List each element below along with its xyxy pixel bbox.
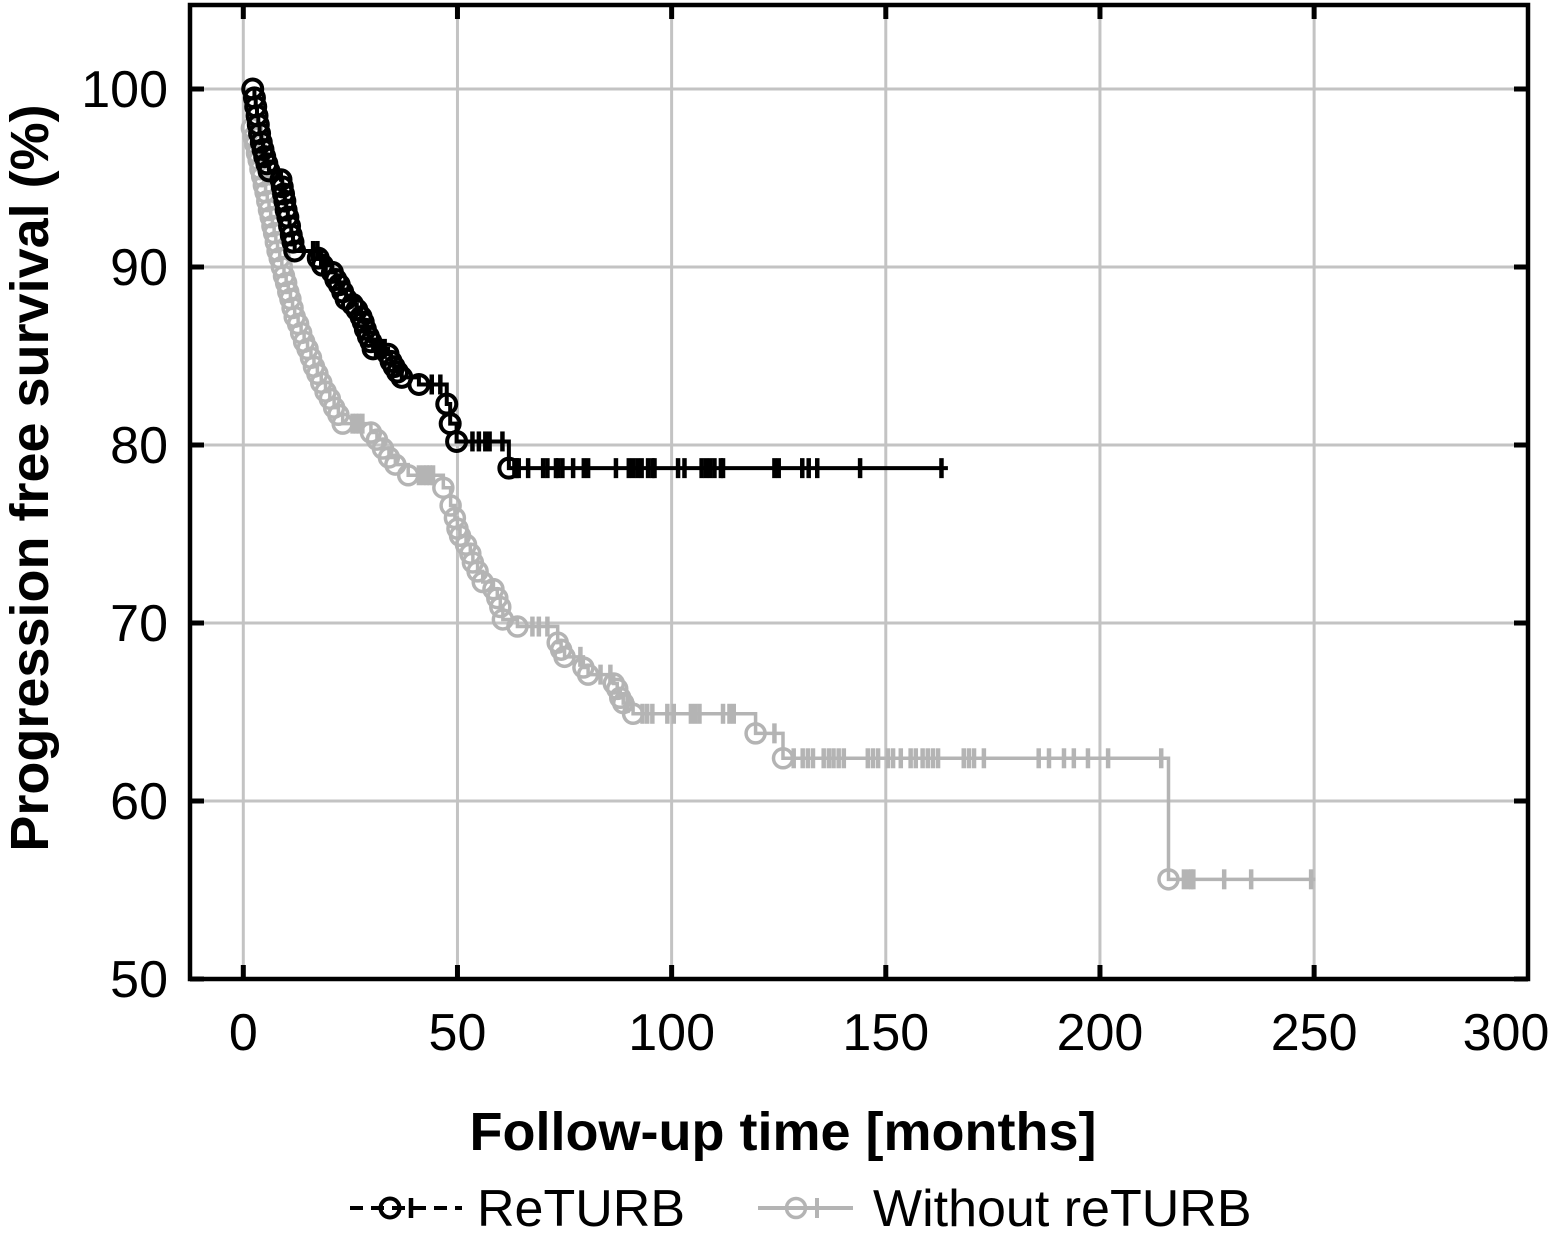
x-tick-label: 50 [429, 1004, 487, 1062]
event-marker [1157, 868, 1180, 891]
legend: ReTURB Without reTURB [350, 1180, 1252, 1235]
legend-label-returb: ReTURB [477, 1180, 685, 1230]
y-tick-label: 90 [110, 239, 168, 297]
series-returb [241, 77, 948, 480]
legend-circle-marker [378, 1196, 402, 1220]
legend-label-without-returb: Without reTURB [873, 1180, 1252, 1230]
event-marker [331, 412, 354, 435]
event-marker [553, 645, 576, 669]
x-tick-label: 200 [1057, 1004, 1144, 1062]
axis-ticks [190, 5, 1528, 982]
legend-sample-returb [350, 1196, 462, 1220]
y-tick-label: 100 [81, 61, 168, 119]
km-step-line [252, 87, 948, 471]
event-marker [385, 360, 409, 384]
event-marker [377, 446, 401, 469]
y-axis-tick-labels: 50 60 70 80 90 100 [81, 61, 168, 1009]
event-marker [489, 595, 512, 619]
event-marker [439, 494, 462, 517]
event-marker [248, 122, 272, 145]
event-marker [576, 663, 600, 686]
event-marker [396, 464, 420, 487]
legend-circle-marker [784, 1196, 808, 1220]
y-tick-label: 70 [110, 595, 168, 653]
event-marker [445, 429, 469, 453]
event-marker [278, 214, 302, 238]
event-marker [744, 722, 767, 745]
x-tick-label: 300 [1463, 1004, 1550, 1062]
x-axis-tick-labels: 0 50 100 150 200 250 300 [229, 1004, 1550, 1062]
event-marker [466, 560, 489, 583]
event-marker [497, 456, 521, 480]
x-tick-label: 100 [628, 1004, 715, 1062]
x-tick-label: 0 [229, 1004, 258, 1062]
event-marker [283, 239, 307, 263]
gridlines [190, 5, 1528, 979]
legend-sample-without-returb [758, 1196, 853, 1220]
plot-border [187, 2, 1531, 982]
x-tick-label: 250 [1271, 1004, 1358, 1062]
y-tick-label: 60 [110, 773, 168, 831]
event-marker [273, 189, 297, 213]
x-tick-label: 150 [842, 1004, 929, 1062]
y-tick-label: 80 [110, 417, 168, 475]
event-marker [281, 230, 305, 254]
event-marker [621, 702, 645, 726]
y-axis-title: Progression free survival (%) [0, 104, 60, 851]
x-axis-title: Follow-up time [months] [470, 1102, 1097, 1162]
event-marker [506, 615, 529, 638]
event-marker [771, 747, 795, 770]
y-tick-label: 50 [110, 951, 168, 1009]
event-marker [407, 372, 431, 396]
series-without-returb [240, 116, 1316, 891]
